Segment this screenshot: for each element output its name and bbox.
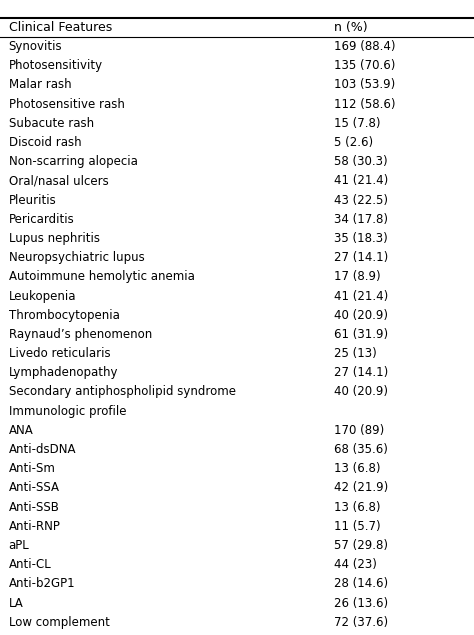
Text: Secondary antiphospholipid syndrome: Secondary antiphospholipid syndrome <box>9 385 236 399</box>
Text: Autoimmune hemolytic anemia: Autoimmune hemolytic anemia <box>9 271 194 283</box>
Text: 58 (30.3): 58 (30.3) <box>334 155 388 168</box>
Text: 34 (17.8): 34 (17.8) <box>334 213 388 226</box>
Text: 27 (14.1): 27 (14.1) <box>334 366 388 379</box>
Text: 170 (89): 170 (89) <box>334 424 384 437</box>
Text: 103 (53.9): 103 (53.9) <box>334 79 395 91</box>
Text: 72 (37.6): 72 (37.6) <box>334 616 388 629</box>
Text: Lymphadenopathy: Lymphadenopathy <box>9 366 118 379</box>
Text: Oral/nasal ulcers: Oral/nasal ulcers <box>9 175 108 187</box>
Text: Neuropsychiatric lupus: Neuropsychiatric lupus <box>9 251 144 264</box>
Text: Lupus nephritis: Lupus nephritis <box>9 232 100 245</box>
Text: Pericarditis: Pericarditis <box>9 213 74 226</box>
Text: 25 (13): 25 (13) <box>334 347 377 360</box>
Text: Anti-dsDNA: Anti-dsDNA <box>9 443 76 456</box>
Text: 112 (58.6): 112 (58.6) <box>334 98 396 110</box>
Text: 5 (2.6): 5 (2.6) <box>334 136 374 149</box>
Text: Anti-Sm: Anti-Sm <box>9 462 55 475</box>
Text: 68 (35.6): 68 (35.6) <box>334 443 388 456</box>
Text: 61 (31.9): 61 (31.9) <box>334 328 388 341</box>
Text: Livedo reticularis: Livedo reticularis <box>9 347 110 360</box>
Text: ANA: ANA <box>9 424 33 437</box>
Text: 27 (14.1): 27 (14.1) <box>334 251 388 264</box>
Text: n (%): n (%) <box>334 21 368 34</box>
Text: Anti-RNP: Anti-RNP <box>9 520 60 533</box>
Text: Leukopenia: Leukopenia <box>9 290 76 302</box>
Text: Discoid rash: Discoid rash <box>9 136 81 149</box>
Text: 26 (13.6): 26 (13.6) <box>334 596 388 610</box>
Text: 41 (21.4): 41 (21.4) <box>334 175 388 187</box>
Text: 41 (21.4): 41 (21.4) <box>334 290 388 302</box>
Text: Immunologic profile: Immunologic profile <box>9 404 126 418</box>
Text: Photosensitivity: Photosensitivity <box>9 59 103 72</box>
Text: Pleuritis: Pleuritis <box>9 194 56 206</box>
Text: Anti-CL: Anti-CL <box>9 558 51 571</box>
Text: 11 (5.7): 11 (5.7) <box>334 520 381 533</box>
Text: 28 (14.6): 28 (14.6) <box>334 577 388 591</box>
Text: Malar rash: Malar rash <box>9 79 71 91</box>
Text: Clinical Features: Clinical Features <box>9 21 112 34</box>
Text: Anti-b2GP1: Anti-b2GP1 <box>9 577 75 591</box>
Text: Non-scarring alopecia: Non-scarring alopecia <box>9 155 137 168</box>
Text: 57 (29.8): 57 (29.8) <box>334 539 388 552</box>
Text: Anti-SSA: Anti-SSA <box>9 481 60 495</box>
Text: LA: LA <box>9 596 23 610</box>
Text: 44 (23): 44 (23) <box>334 558 377 571</box>
Text: 40 (20.9): 40 (20.9) <box>334 385 388 399</box>
Text: 17 (8.9): 17 (8.9) <box>334 271 381 283</box>
Text: Anti-SSB: Anti-SSB <box>9 500 59 514</box>
Text: 43 (22.5): 43 (22.5) <box>334 194 388 206</box>
Text: aPL: aPL <box>9 539 29 552</box>
Text: Photosensitive rash: Photosensitive rash <box>9 98 124 110</box>
Text: Subacute rash: Subacute rash <box>9 117 94 130</box>
Text: 13 (6.8): 13 (6.8) <box>334 462 381 475</box>
Text: 15 (7.8): 15 (7.8) <box>334 117 381 130</box>
Text: 40 (20.9): 40 (20.9) <box>334 309 388 322</box>
Text: 135 (70.6): 135 (70.6) <box>334 59 395 72</box>
Text: Raynaud’s phenomenon: Raynaud’s phenomenon <box>9 328 152 341</box>
Text: 13 (6.8): 13 (6.8) <box>334 500 381 514</box>
Text: 169 (88.4): 169 (88.4) <box>334 40 396 53</box>
Text: Low complement: Low complement <box>9 616 109 629</box>
Text: Synovitis: Synovitis <box>9 40 62 53</box>
Text: Thrombocytopenia: Thrombocytopenia <box>9 309 119 322</box>
Text: 35 (18.3): 35 (18.3) <box>334 232 388 245</box>
Text: 42 (21.9): 42 (21.9) <box>334 481 388 495</box>
